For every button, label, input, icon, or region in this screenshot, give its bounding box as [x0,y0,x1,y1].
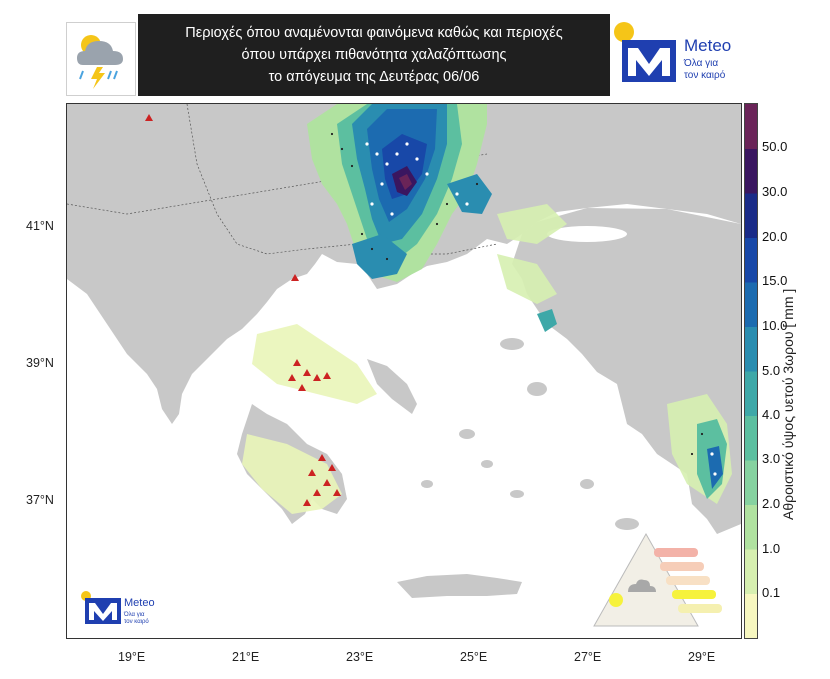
colorbar-segment [745,193,757,238]
lon-label-25: 25°E [460,650,488,664]
title-line-1: Περιοχές όπου αναμένονται φαινόμενα καθώ… [185,25,563,41]
colorbar-tick: 50.0 [762,139,788,154]
map-title: Περιοχές όπου αναμένονται φαινόμενα καθώ… [138,14,610,96]
colorbar-segment [745,415,757,461]
lon-label-19: 19°E [118,650,146,664]
colorbar-label: Αθροιστικό ύψος υετού 3ωρου [ mm ] [780,288,796,520]
lon-label-23: 23°E [346,650,374,664]
colorbar-segment [745,460,757,505]
colorbar-tick: 3.0 [762,451,781,466]
svg-text:Όλα για: Όλα για [123,612,145,618]
colorbar-segment [745,593,757,639]
meteo-logo-small: Meteo Όλα για τον καιρό [80,588,190,628]
logo-brand: Meteo [684,36,732,55]
colorbar-segment [745,237,757,283]
colorbar-tick: 4.0 [762,407,781,422]
colorbar-tick: 10.0 [762,318,788,333]
colorbar-segment [745,371,757,416]
colorbar-segment [745,326,757,372]
colorbar-tick: 0.1 [762,585,781,600]
precipitation-map [66,103,742,639]
colorbar-tick: 5.0 [762,363,781,378]
lat-label-39: 39°N [26,356,54,370]
colorbar-segment [745,282,757,327]
lon-label-29: 29°E [688,650,716,664]
thunderstorm-cloud-icon [66,22,136,96]
lat-label-41: 41°N [26,219,54,233]
logo-slogan-2: τον καιρό [684,70,726,81]
lat-label-37: 37°N [26,493,54,507]
meteo-logo: Meteo Όλα για τον καιρό [612,18,762,98]
title-line-2: όπου υπάρχει πιθανότητα χαλαζόπτωσης [241,47,507,63]
lon-label-21: 21°E [232,650,260,664]
hail-risk-triangle-icon [588,528,738,632]
colorbar-tick: 1.0 [762,541,781,556]
colorbar-segment [745,504,757,550]
colorbar-tick: 2.0 [762,496,781,511]
svg-text:τον καιρό: τον καιρό [124,618,149,625]
colorbar-tick: 20.0 [762,229,788,244]
precipitation-colorbar [744,103,758,639]
colorbar-segment [745,148,757,194]
title-line-3: το απόγευμα της Δευτέρας 06/06 [268,69,480,85]
colorbar-tick: 15.0 [762,273,788,288]
logo-slogan-1: Όλα για [684,58,719,69]
colorbar-segment [745,104,757,149]
svg-text:Meteo: Meteo [124,597,155,609]
colorbar-segment [745,549,757,594]
colorbar-tick: 30.0 [762,184,788,199]
lon-label-27: 27°E [574,650,602,664]
